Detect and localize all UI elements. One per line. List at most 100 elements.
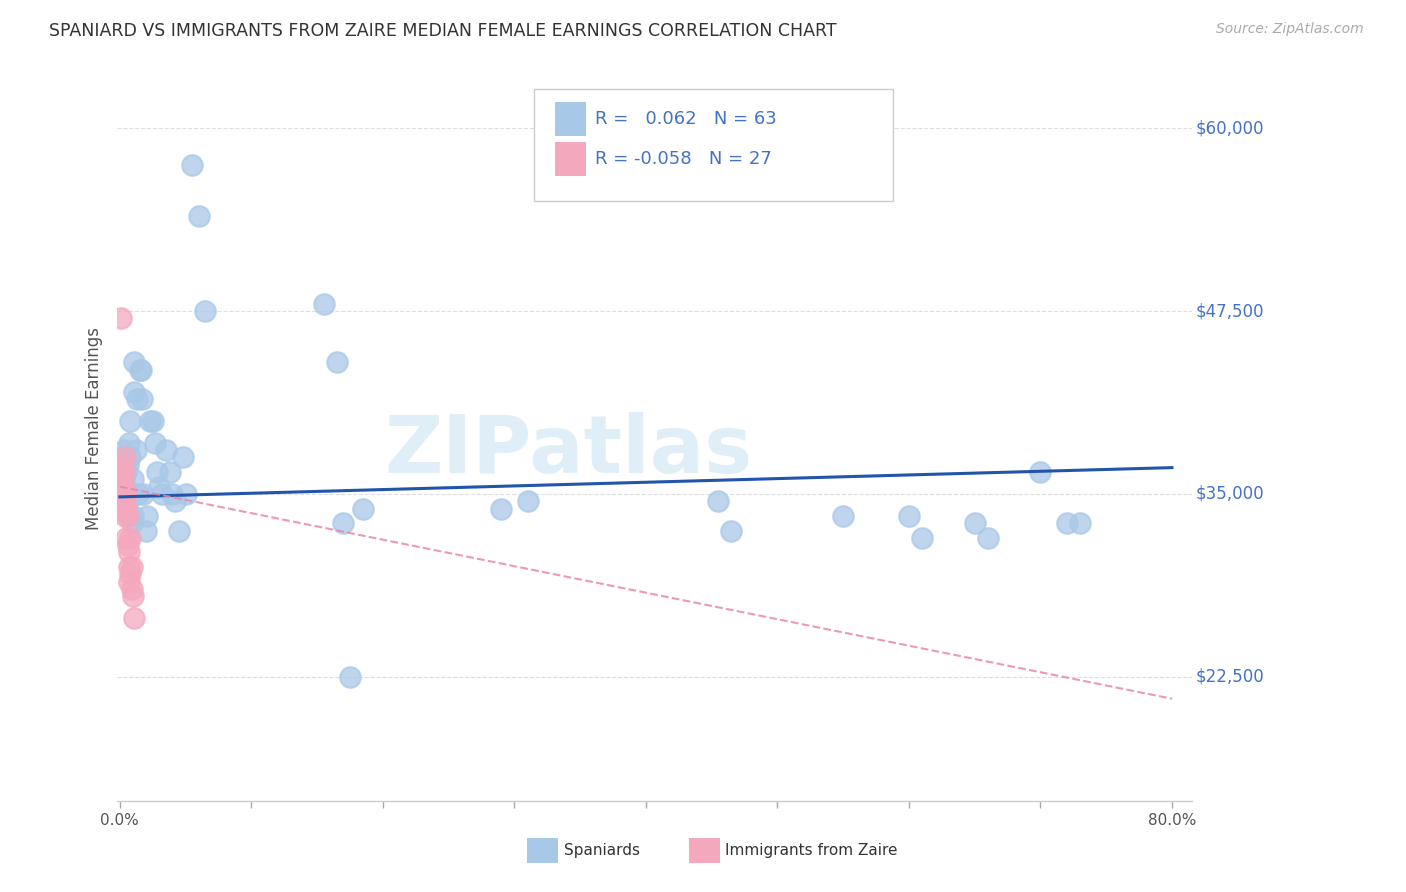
Point <box>112 472 135 486</box>
Point <box>159 465 181 479</box>
Point <box>1056 516 1078 531</box>
Point <box>174 487 197 501</box>
Point <box>122 472 145 486</box>
Point <box>489 501 512 516</box>
Point <box>118 545 141 559</box>
Point <box>118 435 141 450</box>
Point <box>143 435 166 450</box>
Point <box>120 450 142 465</box>
Point <box>129 362 152 376</box>
Point <box>121 487 143 501</box>
Point <box>131 392 153 406</box>
Point <box>167 524 190 538</box>
Point <box>332 516 354 531</box>
Point <box>117 508 139 523</box>
Point <box>1069 516 1091 531</box>
Point <box>112 465 135 479</box>
Text: $35,000: $35,000 <box>1195 485 1264 503</box>
Point <box>114 450 136 465</box>
Point <box>125 392 148 406</box>
Point <box>172 450 194 465</box>
Point <box>339 670 361 684</box>
Point <box>118 560 141 574</box>
Point <box>720 524 742 538</box>
Point <box>963 516 986 531</box>
Point <box>136 508 159 523</box>
Point <box>115 465 138 479</box>
Point <box>977 531 1000 545</box>
Point <box>112 443 135 458</box>
Point <box>148 480 170 494</box>
Point <box>117 458 139 472</box>
Point <box>115 487 138 501</box>
Point <box>832 508 855 523</box>
Point <box>121 516 143 531</box>
Text: Source: ZipAtlas.com: Source: ZipAtlas.com <box>1216 22 1364 37</box>
Point <box>155 443 177 458</box>
Point <box>194 304 217 318</box>
Point <box>162 487 184 501</box>
Text: ZIPatlas: ZIPatlas <box>384 411 752 490</box>
Point <box>115 487 138 501</box>
Y-axis label: Median Female Earnings: Median Female Earnings <box>86 326 103 530</box>
Point <box>135 524 157 538</box>
Point <box>111 458 134 472</box>
Point <box>110 472 132 486</box>
Point <box>142 414 165 428</box>
Point <box>707 494 730 508</box>
Point <box>114 487 136 501</box>
Point <box>127 487 149 501</box>
Text: R = -0.058   N = 27: R = -0.058 N = 27 <box>595 150 772 168</box>
Point <box>128 362 150 376</box>
Point <box>112 480 135 494</box>
Point <box>117 494 139 508</box>
Point <box>897 508 920 523</box>
Point <box>352 501 374 516</box>
Text: Spaniards: Spaniards <box>564 844 640 858</box>
Text: SPANIARD VS IMMIGRANTS FROM ZAIRE MEDIAN FEMALE EARNINGS CORRELATION CHART: SPANIARD VS IMMIGRANTS FROM ZAIRE MEDIAN… <box>49 22 837 40</box>
Text: $22,500: $22,500 <box>1195 668 1264 686</box>
Point <box>139 414 162 428</box>
Point <box>115 531 138 545</box>
Point <box>312 297 335 311</box>
Point <box>150 487 173 501</box>
Point <box>114 508 136 523</box>
Point <box>124 355 146 369</box>
Point <box>121 582 143 596</box>
Point <box>110 465 132 479</box>
Point <box>911 531 934 545</box>
Point <box>114 458 136 472</box>
Point <box>111 450 134 465</box>
Point <box>111 472 134 486</box>
Text: $47,500: $47,500 <box>1195 302 1264 320</box>
Point <box>1029 465 1052 479</box>
Point <box>117 538 139 552</box>
Point <box>121 560 143 574</box>
Point <box>115 501 138 516</box>
Text: $60,000: $60,000 <box>1195 120 1264 137</box>
Point <box>118 487 141 501</box>
Point <box>122 508 145 523</box>
Point <box>181 158 204 172</box>
Point <box>132 487 155 501</box>
Point <box>120 567 142 582</box>
Point <box>145 465 167 479</box>
Point <box>112 501 135 516</box>
Point <box>111 480 134 494</box>
Point <box>112 494 135 508</box>
Point <box>124 384 146 399</box>
Point <box>110 311 132 326</box>
Point <box>187 209 209 223</box>
Point <box>124 443 146 458</box>
Point <box>122 590 145 604</box>
Point <box>120 531 142 545</box>
Point <box>516 494 538 508</box>
Point <box>165 494 187 508</box>
Point <box>120 414 142 428</box>
Text: Immigrants from Zaire: Immigrants from Zaire <box>725 844 898 858</box>
Point <box>111 487 134 501</box>
Point <box>124 611 146 625</box>
Point <box>110 480 132 494</box>
Point <box>118 574 141 589</box>
Point <box>326 355 349 369</box>
